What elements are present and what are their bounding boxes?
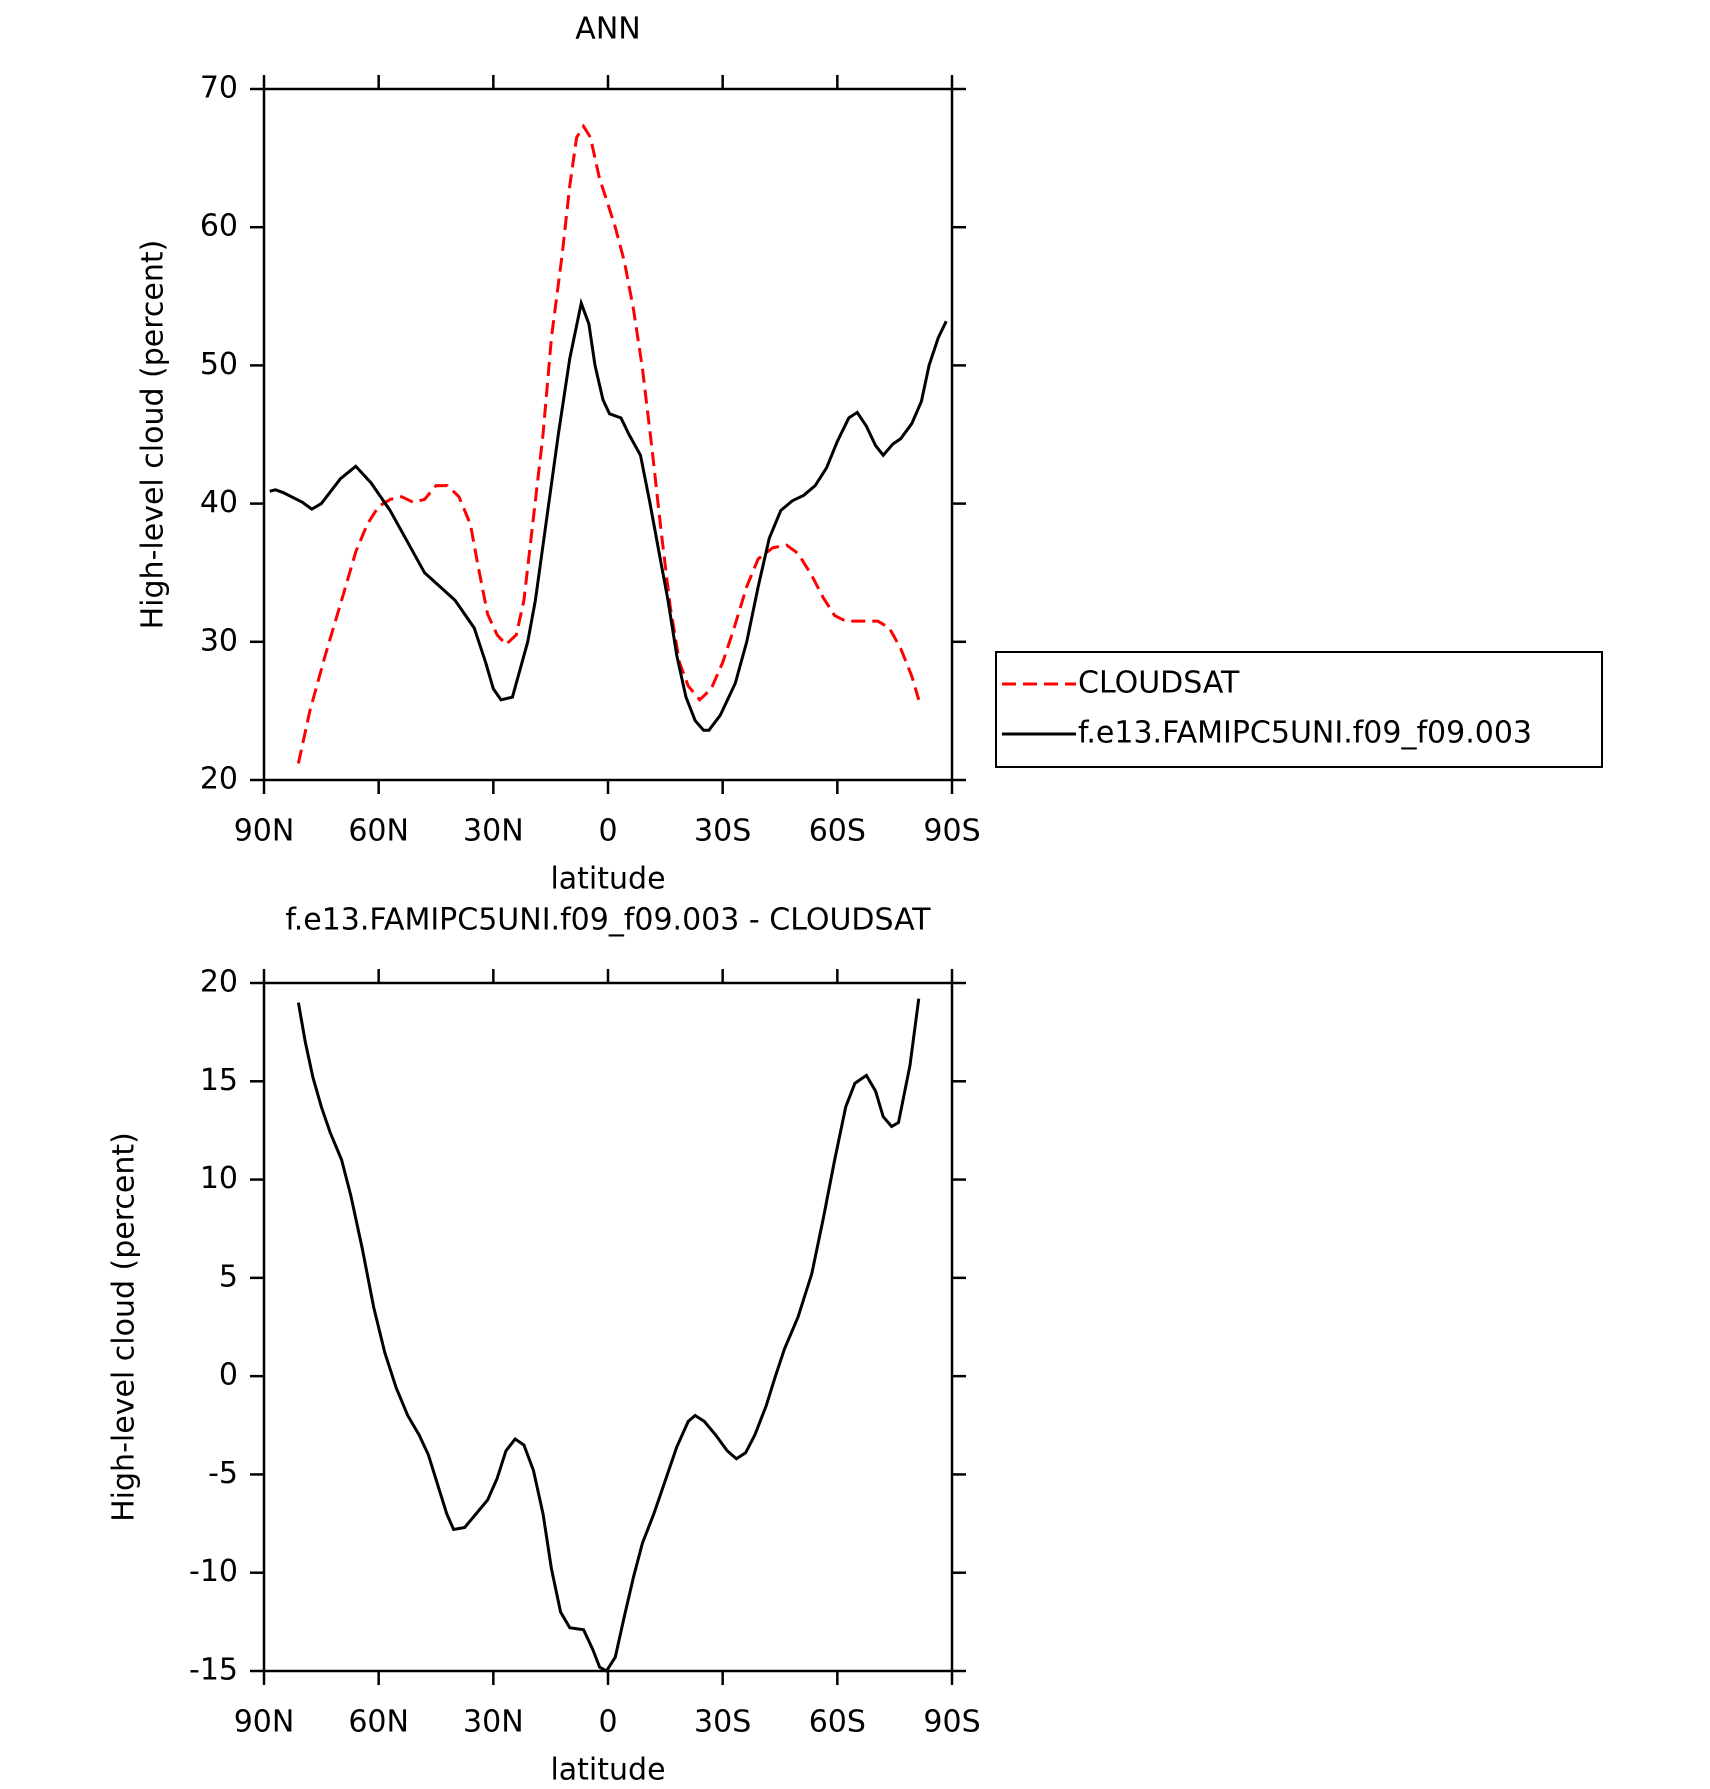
y-tick-label: 70 (200, 71, 238, 106)
y-tick-label: 50 (200, 347, 238, 382)
chart: f.e13.FAMIPC5UNI.f09_f09.003 - CLOUDSAT -… (107, 903, 981, 1788)
x-tick-label: 30N (463, 1705, 524, 1740)
y-tick-label: 20 (200, 965, 238, 1000)
y-tick-label: 30 (200, 623, 238, 658)
y-tick-label: -10 (189, 1554, 238, 1589)
x-axis-label: latitude (550, 862, 665, 897)
data-line (269, 297, 948, 732)
legend: CLOUDSAT f.e13.FAMIPC5UNI.f09_f09.003 (995, 651, 1603, 768)
x-tick-label: 30N (463, 814, 524, 849)
x-tick-label: 0 (598, 1705, 617, 1740)
x-tick-label: 60N (348, 1705, 409, 1740)
chart-title: ANN (575, 12, 640, 47)
chart-title: f.e13.FAMIPC5UNI.f09_f09.003 - CLOUDSAT (285, 903, 931, 938)
y-tick-label: 20 (200, 762, 238, 797)
legend-label: CLOUDSAT (1078, 666, 1240, 701)
y-tick-label: 40 (200, 485, 238, 520)
x-tick-label: 60N (348, 814, 409, 849)
y-tick-label: -5 (208, 1456, 238, 1491)
data-line (296, 998, 921, 1674)
plot-frame (262, 87, 954, 782)
x-axis-label: latitude (550, 1753, 665, 1788)
y-tick-label: 0 (219, 1358, 238, 1393)
x-tick-label: 90N (234, 1705, 295, 1740)
data-line (296, 123, 921, 764)
plot-frame (262, 981, 954, 1673)
x-tick-label: 60S (809, 814, 866, 849)
y-tick-label: 60 (200, 209, 238, 244)
x-tick-label: 30S (694, 1705, 751, 1740)
x-tick-label: 90S (923, 814, 980, 849)
x-tick-label: 60S (809, 1705, 866, 1740)
y-tick-label: 5 (219, 1259, 238, 1294)
y-tick-label: -15 (189, 1653, 238, 1688)
y-axis-label: High-level cloud (percent) (136, 240, 171, 630)
x-tick-label: 90N (234, 814, 295, 849)
x-tick-label: 30S (694, 814, 751, 849)
legend-box (995, 651, 1603, 768)
y-tick-label: 10 (200, 1161, 238, 1196)
x-tick-label: 90S (923, 1705, 980, 1740)
x-tick-label: 0 (598, 814, 617, 849)
y-tick-label: 15 (200, 1063, 238, 1098)
y-axis-label: High-level cloud (percent) (107, 1132, 142, 1522)
legend-label: f.e13.FAMIPC5UNI.f09_f09.003 (1078, 716, 1532, 751)
chart: ANN 20 30 40 50 60 70 90N 60N 30N 0 30S 60S 90S latitu… (136, 12, 1603, 897)
